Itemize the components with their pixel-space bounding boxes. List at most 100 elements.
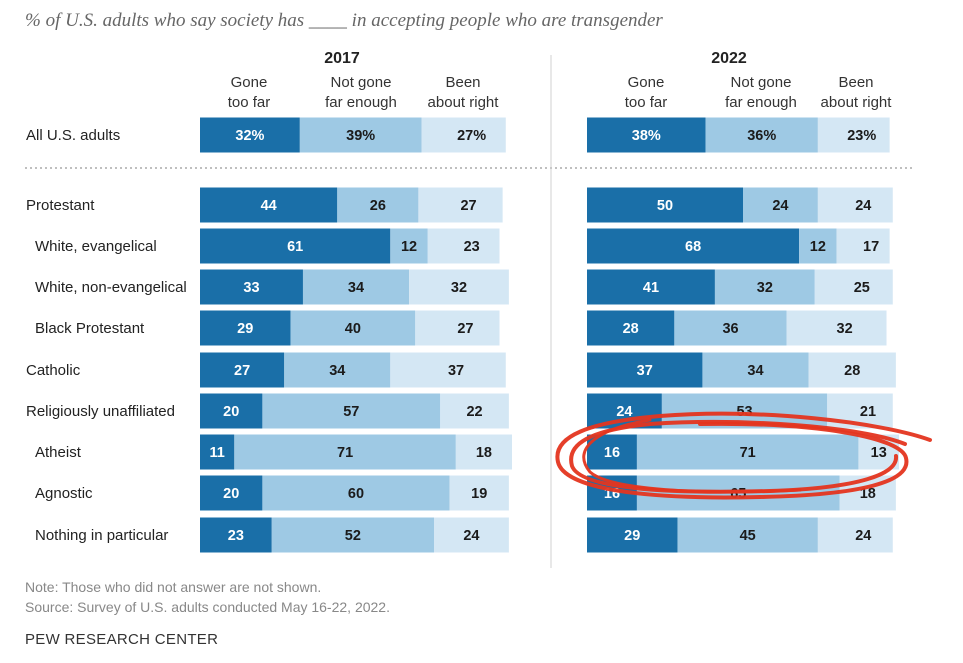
- bar-label-2022-atheist-been-about-right: 13: [871, 445, 887, 461]
- bar-label-2022-catholic-not-gone-far-enough: 34: [747, 363, 763, 379]
- bar-label-2017-white-evangelical-not-gone-far-enough: 12: [401, 239, 417, 255]
- bar-label-2022-white-non-evangelical-been-about-right: 25: [854, 280, 870, 296]
- bar-2017-protestant-gone-too-far: [200, 187, 338, 223]
- bar-label-2017-agnostic-not-gone-far-enough: 60: [348, 486, 364, 502]
- bar-label-2017-atheist-gone-too-far: 11: [209, 445, 224, 461]
- row-label-catholic: Catholic: [26, 362, 81, 379]
- bar-2017-white-evangelical-gone-too-far: [200, 228, 391, 264]
- bar-2017-agnostic-not-gone-far-enough: [262, 475, 450, 511]
- bar-label-2017-religiously-unaffiliated-not-gone-far-enough: 57: [343, 404, 359, 420]
- bar-2017-nothing-in-particular-gone-too-far: [200, 517, 272, 553]
- bar-2017-protestant-not-gone-far-enough: [337, 187, 419, 223]
- bar-2017-all-u-s-adults-not-gone-far-enough: [299, 117, 422, 153]
- bar-2022-nothing-in-particular-not-gone-far-enough: [677, 517, 818, 553]
- bar-label-2017-nothing-in-particular-gone-too-far: 23: [228, 528, 244, 544]
- column-header-been-about-right-line-2: about right: [428, 94, 500, 111]
- bar-2022-white-non-evangelical-been-about-right: [814, 269, 893, 305]
- column-header-not-gone-far-enough-line-2: far enough: [725, 94, 797, 111]
- bar-label-2022-protestant-gone-too-far: 50: [657, 198, 673, 214]
- bar-2017-religiously-unaffiliated-not-gone-far-enough: [262, 393, 441, 429]
- column-header-been-about-right-line-2: about right: [821, 94, 893, 111]
- bar-2017-agnostic-gone-too-far: [200, 475, 263, 511]
- bar-2017-catholic-been-about-right: [390, 352, 506, 388]
- bar-2017-catholic-gone-too-far: [200, 352, 285, 388]
- bar-label-2017-nothing-in-particular-been-about-right: 24: [463, 528, 479, 544]
- bar-label-2022-religiously-unaffiliated-been-about-right: 21: [860, 404, 876, 420]
- bar-label-2022-protestant-been-about-right: 24: [855, 198, 871, 214]
- row-labels: All U.S. adults Protestant White, evangeli…: [26, 127, 187, 544]
- bar-label-2022-nothing-in-particular-not-gone-far-enough: 45: [740, 528, 756, 544]
- bar-label-2022-nothing-in-particular-gone-too-far: 29: [624, 528, 640, 544]
- bar-2022-white-evangelical-gone-too-far: [587, 228, 800, 264]
- bar-label-2022-all-u-s-adults-gone-too-far: 38%: [632, 128, 661, 144]
- bar-label-2017-nothing-in-particular-not-gone-far-enough: 52: [345, 528, 361, 544]
- bar-label-2017-white-non-evangelical-been-about-right: 32: [451, 280, 467, 296]
- bar-2017-atheist-been-about-right: [455, 434, 512, 470]
- bar-label-2017-white-non-evangelical-not-gone-far-enough: 34: [348, 280, 364, 296]
- bar-label-2017-religiously-unaffiliated-gone-too-far: 20: [223, 404, 239, 420]
- bar-2017-white-evangelical-been-about-right: [427, 228, 500, 264]
- bar-label-2022-white-non-evangelical-gone-too-far: 41: [643, 280, 659, 296]
- bar-2022-all-u-s-adults-gone-too-far: [587, 117, 706, 153]
- bar-label-2017-all-u-s-adults-been-about-right: 27%: [457, 128, 486, 144]
- red-circle-annotation-stroke-3: [582, 418, 802, 494]
- bar-2017-white-non-evangelical-not-gone-far-enough: [302, 269, 410, 305]
- bar-2022-black-protestant-not-gone-far-enough: [674, 310, 787, 346]
- column-header-gone-too-far-line-1: Gone: [628, 74, 665, 91]
- column-header-not-gone-far-enough-line-2: far enough: [325, 94, 397, 111]
- bar-label-2022-catholic-been-about-right: 28: [844, 363, 860, 379]
- bar-label-2017-agnostic-been-about-right: 19: [471, 486, 487, 502]
- bar-label-2017-black-protestant-been-about-right: 27: [457, 321, 473, 337]
- bar-label-2022-religiously-unaffiliated-gone-too-far: 24: [616, 404, 632, 420]
- bar-label-2017-agnostic-gone-too-far: 20: [223, 486, 239, 502]
- bar-2022-white-non-evangelical-not-gone-far-enough: [714, 269, 815, 305]
- bar-label-2017-catholic-not-gone-far-enough: 34: [329, 363, 345, 379]
- row-label-protestant: Protestant: [26, 197, 95, 214]
- bar-label-2022-black-protestant-not-gone-far-enough: 36: [722, 321, 738, 337]
- bar-label-2017-catholic-been-about-right: 37: [448, 363, 464, 379]
- row-label-white-non-evangelical: White, non-evangelical: [35, 279, 187, 296]
- bar-label-2022-white-evangelical-gone-too-far: 68: [685, 239, 701, 255]
- column-header-not-gone-far-enough-line-1: Not gone: [331, 74, 392, 91]
- bar-2022-catholic-gone-too-far: [587, 352, 703, 388]
- bar-label-2017-white-evangelical-been-about-right: 23: [464, 239, 480, 255]
- bar-label-2017-black-protestant-not-gone-far-enough: 40: [345, 321, 361, 337]
- bar-label-2017-atheist-been-about-right: 18: [476, 445, 492, 461]
- row-label-nothing-in-particular: Nothing in particular: [35, 527, 168, 544]
- annotation-layer: [555, 411, 932, 500]
- bar-2022-black-protestant-been-about-right: [786, 310, 887, 346]
- bar-2017-nothing-in-particular-not-gone-far-enough: [271, 517, 434, 553]
- bar-2022-atheist-not-gone-far-enough: [636, 434, 859, 470]
- bar-label-2022-agnostic-been-about-right: 18: [860, 486, 876, 502]
- bar-2017-catholic-not-gone-far-enough: [284, 352, 391, 388]
- row-label-white-evangelical: White, evangelical: [35, 238, 157, 255]
- bar-label-2017-protestant-gone-too-far: 44: [261, 198, 277, 214]
- bar-2017-black-protestant-gone-too-far: [200, 310, 291, 346]
- panel-title-2022: 2022: [711, 50, 747, 67]
- bar-label-2017-white-evangelical-gone-too-far: 61: [287, 239, 303, 255]
- bar-label-2022-black-protestant-gone-too-far: 28: [623, 321, 639, 337]
- row-label-black-protestant: Black Protestant: [35, 320, 145, 337]
- bar-label-2017-protestant-not-gone-far-enough: 26: [370, 198, 386, 214]
- bar-label-2022-black-protestant-been-about-right: 32: [837, 321, 853, 337]
- bar-label-2022-nothing-in-particular-been-about-right: 24: [855, 528, 871, 544]
- bar-2022-all-u-s-adults-not-gone-far-enough: [705, 117, 818, 153]
- bar-2017-black-protestant-been-about-right: [415, 310, 500, 346]
- bar-label-2017-black-protestant-gone-too-far: 29: [237, 321, 253, 337]
- bar-label-2022-white-evangelical-been-about-right: 17: [863, 239, 879, 255]
- bar-label-2017-white-non-evangelical-gone-too-far: 33: [243, 280, 259, 296]
- bar-2022-white-evangelical-been-about-right: [836, 228, 890, 264]
- bar-2017-religiously-unaffiliated-gone-too-far: [200, 393, 263, 429]
- bar-2017-black-protestant-not-gone-far-enough: [290, 310, 416, 346]
- bar-label-2022-all-u-s-adults-not-gone-far-enough: 36%: [747, 128, 776, 144]
- chart-source: Source: Survey of U.S. adults conducted …: [25, 599, 390, 615]
- bar-label-2017-all-u-s-adults-gone-too-far: 32%: [235, 128, 264, 144]
- bar-2022-nothing-in-particular-gone-too-far: [587, 517, 678, 553]
- column-header-not-gone-far-enough-line-1: Not gone: [731, 74, 792, 91]
- bar-label-2017-atheist-not-gone-far-enough: 71: [337, 445, 353, 461]
- red-circle-annotation-stroke-2: [569, 420, 907, 494]
- bar-label-2017-all-u-s-adults-not-gone-far-enough: 39%: [346, 128, 375, 144]
- bar-2017-white-non-evangelical-been-about-right: [409, 269, 509, 305]
